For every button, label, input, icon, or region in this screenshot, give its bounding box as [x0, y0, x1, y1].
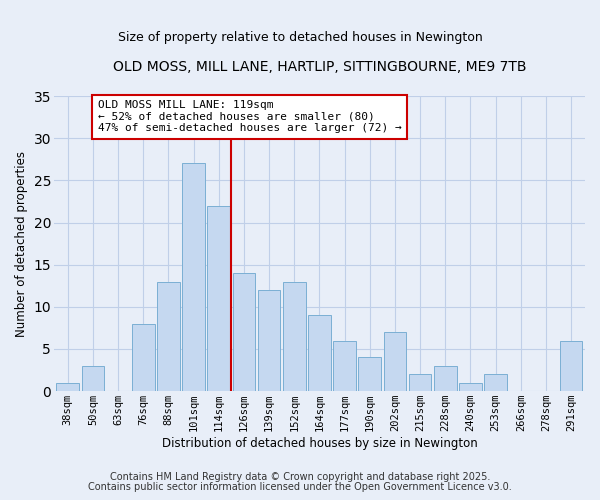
Bar — [182, 164, 205, 391]
Title: OLD MOSS, MILL LANE, HARTLIP, SITTINGBOURNE, ME9 7TB: OLD MOSS, MILL LANE, HARTLIP, SITTINGBOU… — [113, 60, 526, 74]
Bar — [308, 316, 331, 391]
Bar — [258, 290, 280, 391]
Y-axis label: Number of detached properties: Number of detached properties — [15, 150, 28, 336]
Bar — [56, 382, 79, 391]
Bar — [358, 358, 381, 391]
Bar — [157, 282, 180, 391]
Bar — [434, 366, 457, 391]
Text: Contains public sector information licensed under the Open Government Licence v3: Contains public sector information licen… — [88, 482, 512, 492]
Bar — [334, 340, 356, 391]
Bar — [82, 366, 104, 391]
Bar — [208, 206, 230, 391]
Text: OLD MOSS MILL LANE: 119sqm
← 52% of detached houses are smaller (80)
47% of semi: OLD MOSS MILL LANE: 119sqm ← 52% of deta… — [98, 100, 402, 134]
Bar — [459, 382, 482, 391]
Bar — [233, 273, 256, 391]
X-axis label: Distribution of detached houses by size in Newington: Distribution of detached houses by size … — [161, 437, 478, 450]
Bar — [560, 340, 583, 391]
Bar — [484, 374, 507, 391]
Text: Size of property relative to detached houses in Newington: Size of property relative to detached ho… — [118, 31, 482, 44]
Bar — [409, 374, 431, 391]
Bar — [383, 332, 406, 391]
Bar — [283, 282, 305, 391]
Text: Contains HM Land Registry data © Crown copyright and database right 2025.: Contains HM Land Registry data © Crown c… — [110, 472, 490, 482]
Bar — [132, 324, 155, 391]
